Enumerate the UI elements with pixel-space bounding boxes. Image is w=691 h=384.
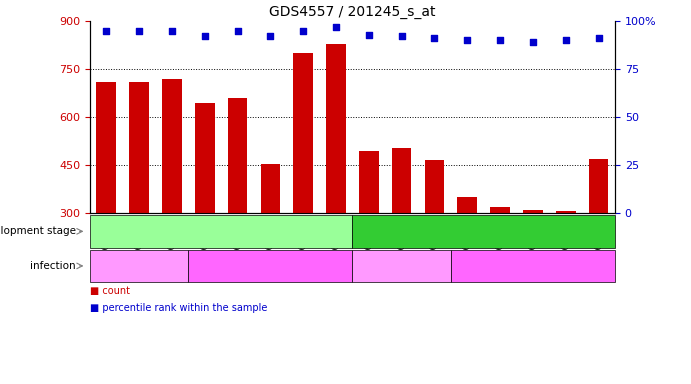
Text: polychromatophilic 10 day differentiation: polychromatophilic 10 day differentiatio… [127,227,315,236]
Text: Plasmodium
falciparum: Plasmodium falciparum [111,256,167,276]
Bar [227,98,247,309]
Bar [129,82,149,309]
Point [330,24,341,30]
Point [101,28,112,34]
Bar [195,103,214,309]
Title: GDS4557 / 201245_s_at: GDS4557 / 201245_s_at [269,5,435,19]
Point [429,35,440,41]
Text: Plasmodium
falciparum: Plasmodium falciparum [374,256,429,276]
Bar [326,43,346,309]
Point [199,33,210,40]
Text: uninfected: uninfected [246,262,295,270]
Text: orthochromatic 14 day differentiation: orthochromatic 14 day differentiation [399,227,569,236]
Text: infection: infection [30,261,76,271]
Bar [392,147,411,309]
Bar [490,207,510,309]
Point [298,28,309,34]
Bar [293,53,313,309]
Point [462,37,473,43]
Bar [261,164,280,309]
Bar [457,197,477,309]
Text: development stage: development stage [0,226,76,237]
Bar [359,151,379,309]
Point [363,31,375,38]
Point [133,28,144,34]
Text: uninfected: uninfected [509,262,558,270]
Point [495,37,506,43]
Point [560,37,571,43]
Bar [523,210,542,309]
Bar [556,210,576,309]
Point [527,39,538,45]
Bar [162,79,182,309]
Point [396,33,407,40]
Text: ■ percentile rank within the sample: ■ percentile rank within the sample [90,303,267,313]
Bar [96,82,116,309]
Point [167,28,178,34]
Point [232,28,243,34]
Point [265,33,276,40]
Bar [589,159,608,309]
Bar [424,161,444,309]
Text: ■ count: ■ count [90,286,130,296]
Point [593,35,604,41]
